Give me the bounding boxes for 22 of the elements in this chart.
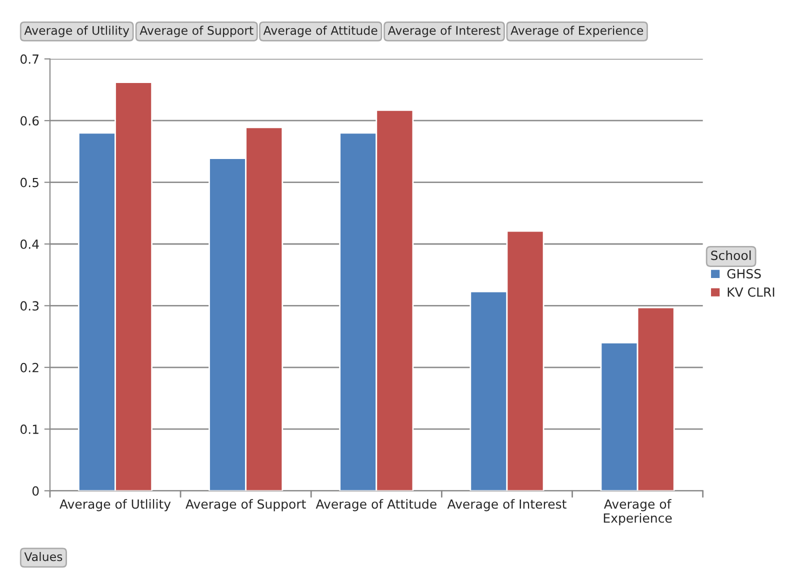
x-tick-label: Average of Interest <box>447 499 566 512</box>
text: Average of Attitude <box>263 26 378 38</box>
y-tick-label: 0.4 <box>20 239 39 249</box>
legend-label: KV CLRI <box>728 287 774 297</box>
x-tick-label: Average of Experience <box>604 499 672 526</box>
text: Average of Experience <box>510 26 644 38</box>
y-tick-label: 0.1 <box>20 424 38 434</box>
y-tick-label: 0.7 <box>20 54 38 64</box>
legend-title: School <box>711 250 751 260</box>
y-tick-label: 0 <box>32 486 39 496</box>
legend-label: GHSS <box>727 269 761 278</box>
text: Average of Utlility <box>24 26 130 38</box>
text: Values <box>24 552 62 562</box>
y-tick-label: 0.2 <box>20 362 38 372</box>
x-tick-label: Average of Utlility <box>60 499 171 512</box>
y-tick-label: 0.3 <box>20 301 39 311</box>
text: Average of Support <box>140 26 254 38</box>
x-tick-label: Average of Attitude <box>316 499 436 512</box>
y-tick-label: 0.6 <box>20 116 39 126</box>
text: Average of Interest <box>388 26 500 38</box>
x-tick-label: Average of Support <box>186 499 306 512</box>
y-tick-label: 0.5 <box>20 178 38 188</box>
